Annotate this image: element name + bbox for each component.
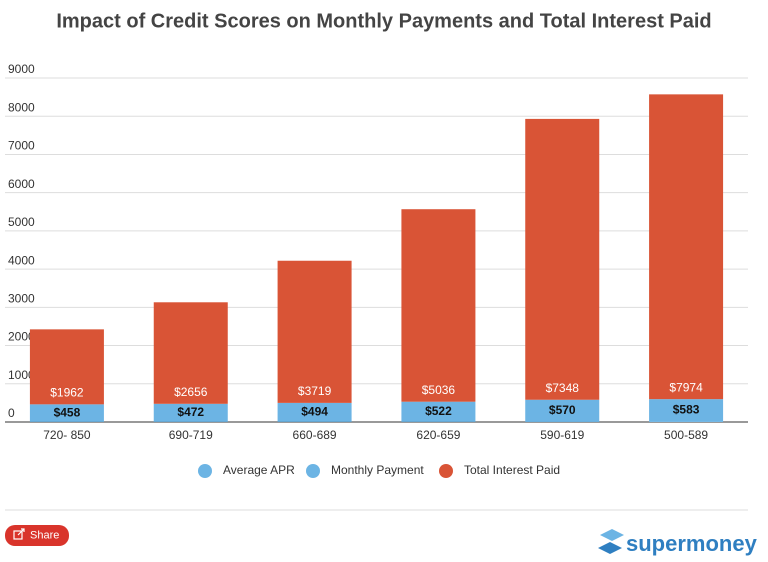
legend-marker bbox=[306, 464, 320, 478]
legend-marker bbox=[198, 464, 212, 478]
bar-segment bbox=[153, 403, 228, 422]
x-tick-label: 720- 850 bbox=[43, 428, 91, 442]
bar-segment bbox=[277, 402, 352, 422]
legend-label: Total Interest Paid bbox=[464, 463, 560, 477]
data-label: $7974 bbox=[669, 380, 703, 394]
bar-segment bbox=[525, 118, 600, 400]
x-tick-label: 660-689 bbox=[293, 428, 337, 442]
bar-segment bbox=[649, 399, 724, 422]
data-label: $2656 bbox=[174, 385, 208, 399]
y-tick-label: 8000 bbox=[8, 100, 35, 114]
bar-segment bbox=[649, 94, 724, 400]
y-tick-label: 9000 bbox=[8, 62, 35, 76]
data-label: $494 bbox=[301, 405, 328, 419]
y-tick-label: 0 bbox=[8, 406, 15, 420]
y-tick-label: 1000 bbox=[8, 368, 35, 382]
brand-name: supermoney bbox=[626, 531, 758, 556]
data-label: $3719 bbox=[298, 384, 332, 398]
y-tick-label: 6000 bbox=[8, 177, 35, 191]
y-tick-label: 7000 bbox=[8, 139, 35, 153]
data-label: $1962 bbox=[50, 386, 84, 400]
bar-segment bbox=[649, 421, 724, 422]
data-label: $522 bbox=[425, 404, 452, 418]
bar-segment bbox=[153, 302, 228, 404]
data-label: $583 bbox=[673, 402, 700, 416]
x-tick-label: 500-589 bbox=[664, 428, 708, 442]
y-tick-label: 5000 bbox=[8, 215, 35, 229]
data-label: $570 bbox=[549, 403, 576, 417]
brand-logo bbox=[598, 529, 624, 554]
x-tick-label: 620-659 bbox=[416, 428, 460, 442]
x-tick-label: 690-719 bbox=[169, 428, 213, 442]
bar-segment bbox=[401, 209, 476, 402]
share-button[interactable] bbox=[5, 525, 69, 546]
y-tick-label: 4000 bbox=[8, 253, 35, 267]
legend-label: Monthly Payment bbox=[331, 463, 424, 477]
x-tick-label: 590-619 bbox=[540, 428, 584, 442]
bar-segment bbox=[277, 260, 352, 403]
bar-segment bbox=[401, 401, 476, 422]
data-label: $7348 bbox=[546, 381, 580, 395]
data-label: $472 bbox=[177, 405, 204, 419]
y-tick-label: 3000 bbox=[8, 292, 35, 306]
y-tick-label: 2000 bbox=[8, 330, 35, 344]
bar-segment bbox=[525, 399, 600, 422]
share-label[interactable]: Share bbox=[30, 529, 59, 541]
share-icon bbox=[13, 528, 25, 540]
data-label: $5036 bbox=[422, 383, 456, 397]
bar-segment bbox=[29, 329, 104, 405]
chart-title: Impact of Credit Scores on Monthly Payme… bbox=[56, 10, 711, 32]
data-label: $458 bbox=[54, 405, 81, 419]
bar-segment bbox=[29, 404, 104, 422]
legend-label: Average APR bbox=[223, 463, 295, 477]
legend-marker bbox=[439, 464, 453, 478]
